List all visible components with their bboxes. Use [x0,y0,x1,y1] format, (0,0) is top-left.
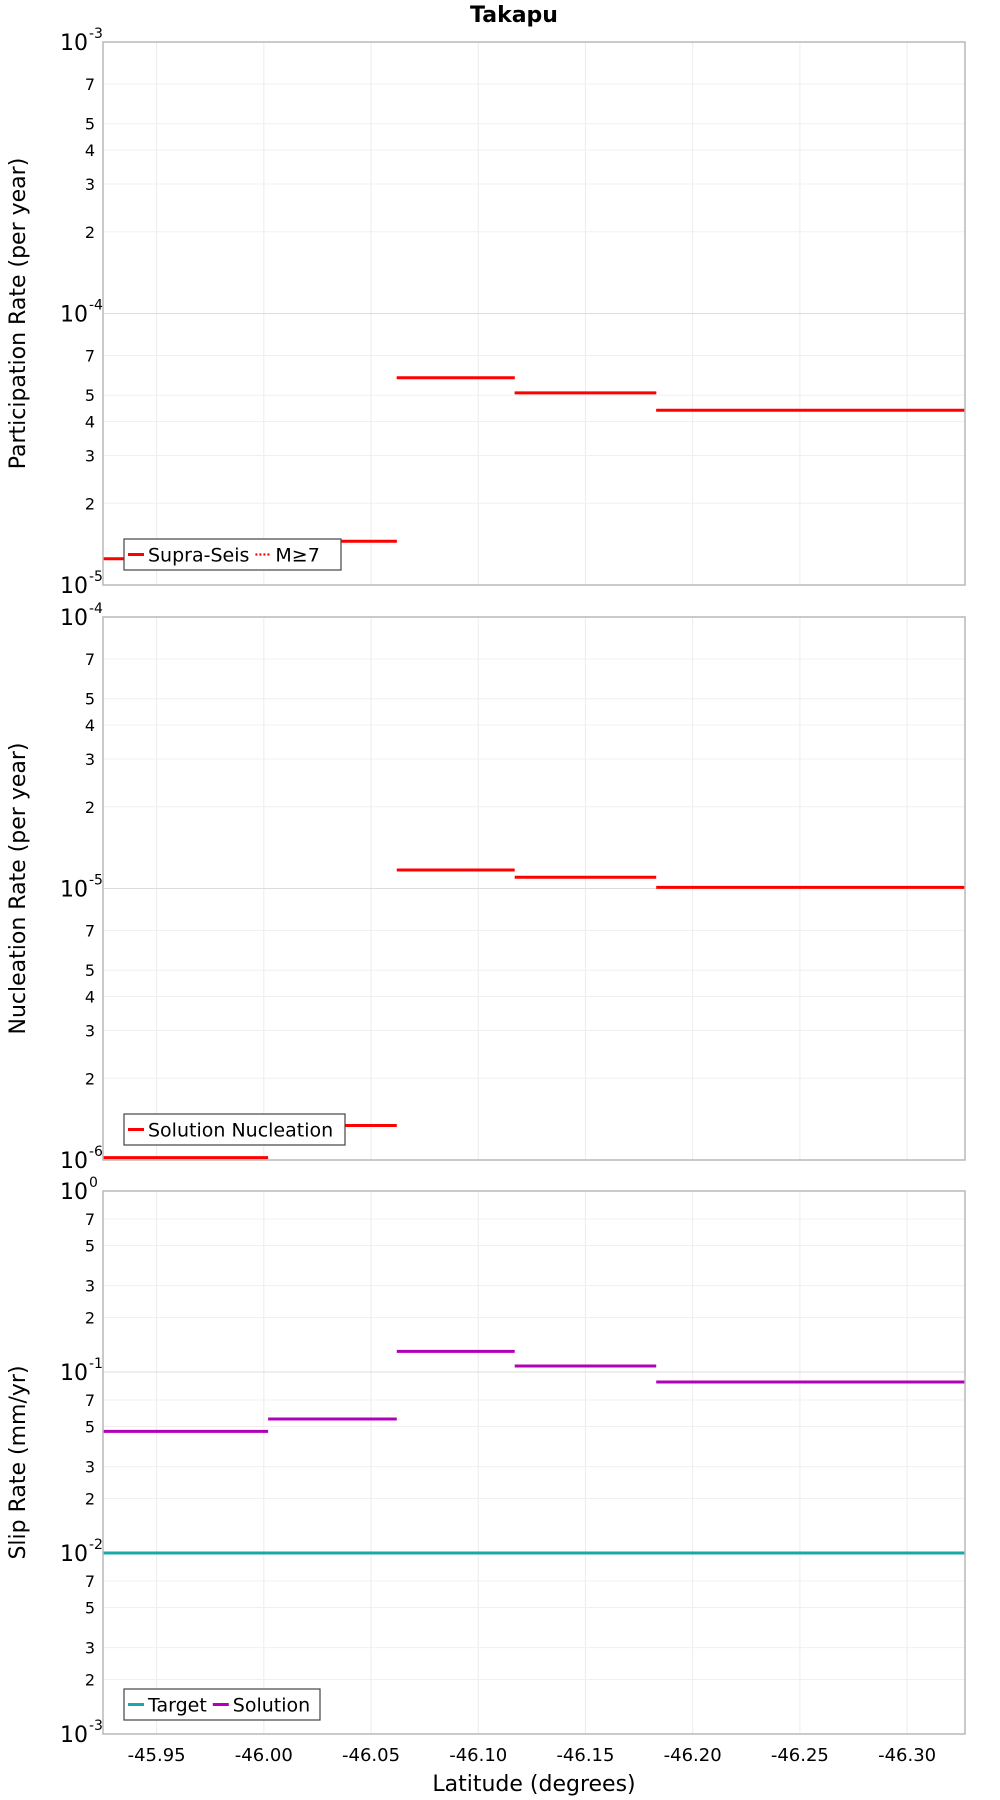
y-major-tick-label: 10 [60,31,88,56]
legend-label: Supra-Seis [148,545,249,567]
x-tick-label: -46.30 [878,1745,936,1766]
y-minor-tick-label: 3 [85,1277,95,1296]
y-minor-tick-label: 5 [85,1417,95,1436]
y-major-tick-exponent: -4 [89,601,103,617]
y-major-tick-label: 10 [60,606,88,631]
y-minor-tick-label: 2 [85,1069,95,1088]
legend-box [123,1113,346,1146]
y-minor-tick-label: 4 [85,716,95,735]
y-major-tick-label: 10 [60,1149,88,1174]
legend-label: Solution Nucleation [148,1120,333,1142]
y-major-tick-label: 10 [60,1542,88,1567]
y-minor-tick-label: 2 [85,798,95,817]
y-minor-tick-label: 2 [85,1671,95,1690]
y-minor-tick-label: 7 [85,650,95,669]
y-minor-tick-label: 5 [85,1598,95,1617]
y-major-tick-exponent: -2 [89,1537,103,1553]
y-minor-tick-label: 5 [85,1236,95,1255]
x-tick-label: -46.05 [342,1745,400,1766]
y-minor-tick-label: 2 [85,1309,95,1328]
y-major-tick-label: 10 [60,1361,88,1386]
legend-label: Solution [233,1695,310,1717]
y-major-tick-exponent: -3 [89,26,103,42]
y-minor-tick-label: 2 [85,494,95,513]
y-minor-tick-label: 5 [85,961,95,980]
legend-label: Target [147,1695,207,1717]
legend-box [123,538,342,571]
y-minor-tick-label: 3 [85,1639,95,1658]
y-minor-tick-label: 7 [85,75,95,94]
x-tick-label: -46.00 [235,1745,293,1766]
legend: Supra-Seis M≥7 [123,538,342,571]
y-minor-tick-label: 3 [85,175,95,194]
y-major-tick-label: 10 [60,1180,88,1205]
y-minor-tick-label: 5 [85,386,95,405]
y-minor-tick-label: 4 [85,413,95,432]
plot-frame [102,1190,966,1735]
chart-title: Takapu [470,3,558,28]
y-minor-tick-label: 4 [85,988,95,1007]
plot-frame [102,616,966,1161]
y-major-tick-exponent: -4 [89,298,103,314]
y-minor-tick-label: 7 [85,1572,95,1591]
y-major-tick-exponent: 0 [89,1175,98,1191]
y-major-tick-label: 10 [60,574,88,599]
y-minor-tick-label: 3 [85,1021,95,1040]
legend: Target Solution [123,1688,321,1721]
y-axis-label: Participation Rate (per year) [6,158,31,470]
y-major-tick-exponent: -3 [89,1718,103,1734]
legend-label: M≥7 [275,545,319,567]
y-minor-tick-label: 3 [85,446,95,465]
y-major-tick-exponent: -5 [89,873,103,889]
x-tick-label: -45.95 [128,1745,186,1766]
x-tick-label: -46.25 [771,1745,829,1766]
y-major-tick-exponent: -1 [89,1356,103,1372]
y-minor-tick-label: 7 [85,1210,95,1229]
y-axis-label: Slip Rate (mm/yr) [6,1365,31,1559]
y-minor-tick-label: 3 [85,1458,95,1477]
y-minor-tick-label: 3 [85,750,95,769]
y-minor-tick-label: 5 [85,690,95,709]
x-tick-label: -46.10 [449,1745,507,1766]
y-minor-tick-label: 7 [85,347,95,366]
x-tick-label: -46.20 [664,1745,722,1766]
plot-area [103,1191,965,1734]
plot-frame [102,41,966,586]
x-axis-label: Latitude (degrees) [432,1772,635,1797]
x-tick-label: -46.15 [556,1745,614,1766]
y-minor-tick-label: 7 [85,922,95,941]
y-major-tick-exponent: -6 [89,1144,103,1160]
y-major-tick-label: 10 [60,303,88,328]
y-major-tick-label: 10 [60,1723,88,1748]
y-minor-tick-label: 4 [85,141,95,160]
y-minor-tick-label: 2 [85,1490,95,1509]
y-minor-tick-label: 7 [85,1391,95,1410]
y-minor-tick-label: 2 [85,223,95,242]
y-minor-tick-label: 5 [85,115,95,134]
y-axis-label: Nucleation Rate (per year) [6,743,31,1035]
y-major-tick-exponent: -5 [89,569,103,585]
y-major-tick-label: 10 [60,878,88,903]
legend: Solution Nucleation [123,1113,346,1146]
